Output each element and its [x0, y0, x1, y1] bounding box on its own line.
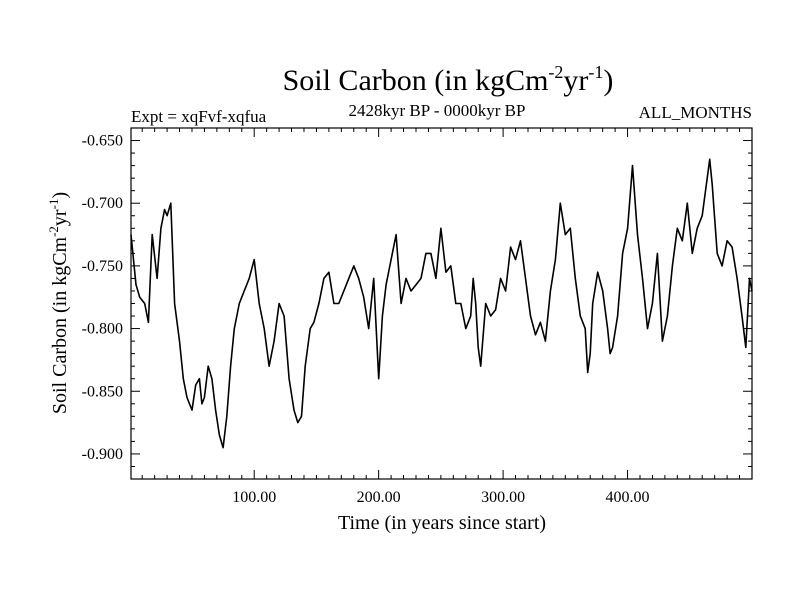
experiment-label: Expt = xqFvf-xqfua [131, 107, 267, 126]
series-line-soil-carbon [130, 158, 753, 449]
x-tick-label: 200.00 [357, 489, 401, 506]
series-group [130, 158, 753, 449]
y-tick-label: -0.900 [82, 446, 123, 463]
x-tick-label: 100.00 [232, 489, 276, 506]
y-tick-label: -0.650 [82, 133, 123, 150]
x-axis-label: Time (in years since start) [338, 512, 546, 534]
axis-tick-labels: 100.00 200.00 300.00 400.00 -0.900 -0.850 -0.8… [82, 133, 650, 506]
y-tick-label: -0.850 [82, 383, 123, 400]
y-tick-label: -0.750 [82, 258, 123, 275]
chart-subtitle: 2428kyr BP - 0000kyr BP [349, 101, 526, 120]
y-tick-label: -0.700 [82, 195, 123, 212]
y-tick-label: -0.800 [82, 321, 123, 338]
chart-title: Soil Carbon (in kgCm-2yr-1) [283, 62, 614, 97]
x-tick-label: 300.00 [481, 489, 525, 506]
x-tick-label: 400.00 [606, 489, 650, 506]
y-axis-label: Soil Carbon (in kgCm-2yr-1) [46, 192, 71, 414]
axis-ticks [131, 127, 752, 480]
months-label: ALL_MONTHS [639, 103, 752, 122]
